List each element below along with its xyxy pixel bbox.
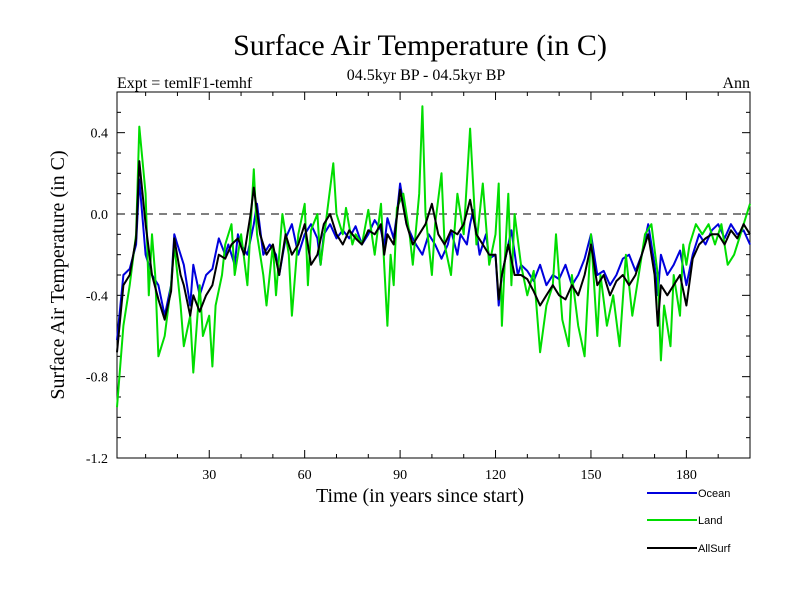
y-axis-label: Surface Air Temperature (in C) <box>47 150 69 399</box>
x-tick-label: 120 <box>485 468 506 483</box>
x-axis-ticks: 30 60 90 120 150 180 <box>145 92 751 483</box>
y-tick-label: -0.4 <box>86 289 108 304</box>
y-tick-label: 0.0 <box>91 208 109 223</box>
season-label: Ann <box>722 75 750 92</box>
chart-title: Surface Air Temperature (in C) <box>233 29 607 62</box>
x-tick-label: 90 <box>393 468 407 483</box>
series-line-allsurf <box>116 160 751 353</box>
y-tick-label: 0.4 <box>91 127 109 142</box>
legend-label-allsurf: AllSurf <box>698 543 731 555</box>
series-lines <box>116 105 751 408</box>
legend-label-land: Land <box>698 515 722 527</box>
legend-label-ocean: Ocean <box>698 488 730 500</box>
series-line-land <box>116 105 751 408</box>
y-tick-label: -0.8 <box>86 371 108 386</box>
experiment-label: Expt = temlF1-temhf <box>117 75 253 92</box>
legend: Ocean Land AllSurf <box>647 488 731 555</box>
x-tick-label: 30 <box>202 468 216 483</box>
period-label: 04.5kyr BP - 04.5kyr BP <box>347 67 506 84</box>
plot-area: -1.2 -0.8 -0.4 0.0 0.4 30 60 90 120 150 180 <box>86 91 751 483</box>
x-axis-label: Time (in years since start) <box>316 485 524 507</box>
x-tick-label: 180 <box>676 468 697 483</box>
y-tick-label: -1.2 <box>86 452 108 467</box>
x-tick-label: 60 <box>298 468 312 483</box>
x-tick-label: 150 <box>580 468 601 483</box>
